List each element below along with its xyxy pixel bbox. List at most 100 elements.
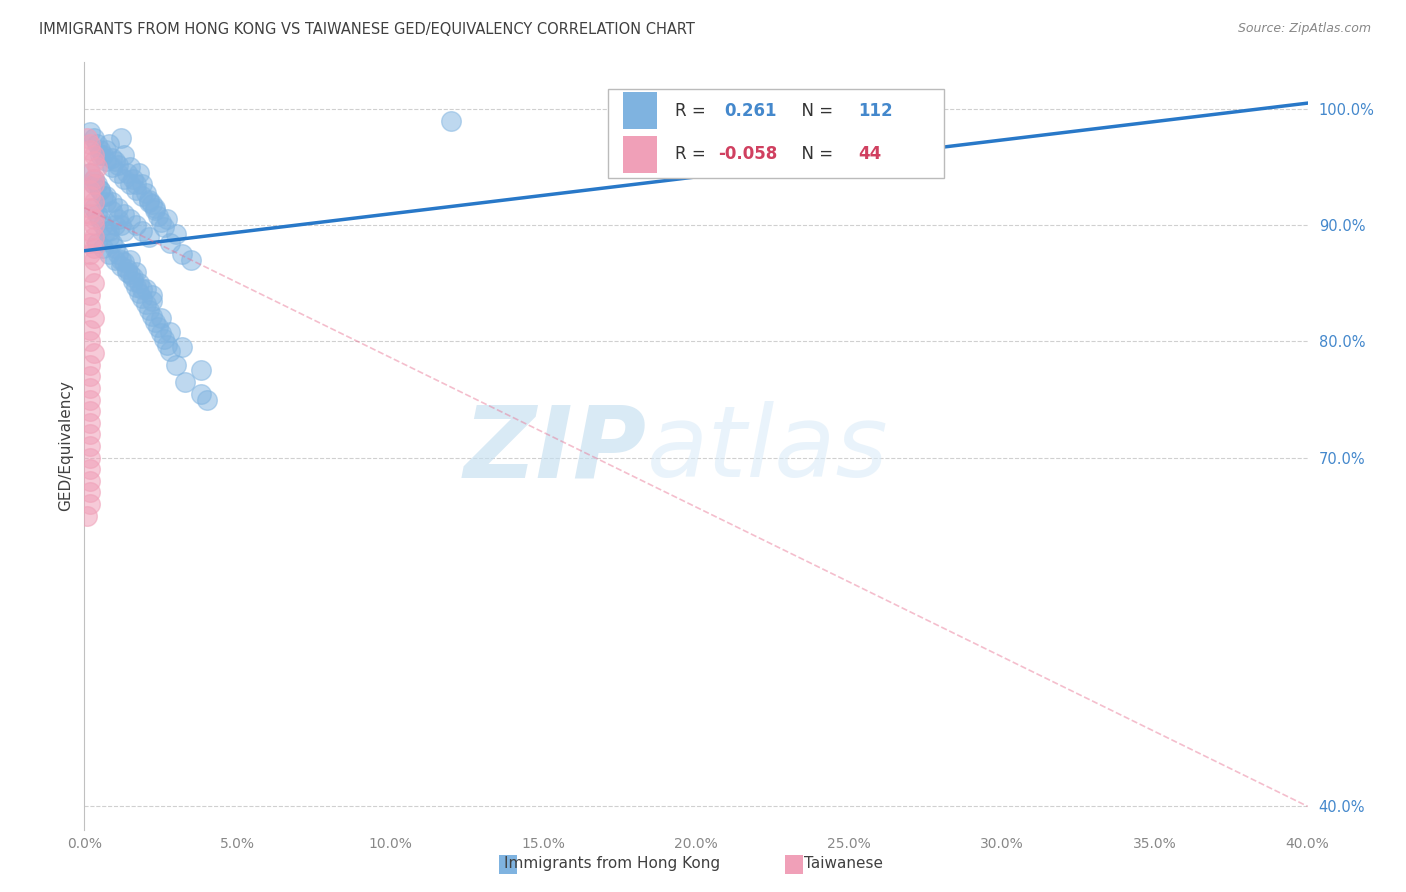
Point	[79, 235, 101, 250]
Point	[101, 194, 124, 209]
Point	[107, 166, 129, 180]
Point	[79, 404, 101, 418]
Point	[110, 259, 132, 273]
Point	[112, 148, 135, 162]
Point	[79, 206, 101, 220]
Point	[83, 241, 105, 255]
Point	[172, 340, 194, 354]
Point	[131, 224, 153, 238]
Point	[156, 338, 179, 352]
Point	[97, 229, 120, 244]
Point	[440, 113, 463, 128]
Point	[125, 218, 148, 232]
Point	[79, 166, 101, 180]
Point	[89, 183, 111, 197]
Point	[91, 218, 114, 232]
Point	[79, 439, 101, 453]
Point	[83, 194, 105, 209]
Point	[79, 497, 101, 511]
Point	[141, 293, 163, 308]
Point	[122, 274, 145, 288]
Point	[97, 247, 120, 261]
Point	[79, 485, 101, 500]
Point	[83, 253, 105, 268]
Point	[112, 224, 135, 238]
Point	[79, 189, 101, 203]
Point	[143, 315, 166, 329]
Point	[104, 218, 127, 232]
Point	[115, 166, 138, 180]
Point	[86, 136, 108, 151]
Point	[159, 235, 181, 250]
Point	[156, 212, 179, 227]
Point	[110, 218, 132, 232]
Point	[159, 325, 181, 339]
Point	[79, 381, 101, 395]
Point	[131, 282, 153, 296]
Point	[138, 303, 160, 318]
Point	[135, 186, 157, 200]
Point	[159, 343, 181, 358]
Point	[122, 171, 145, 186]
Point	[128, 285, 150, 300]
Point	[131, 189, 153, 203]
Text: N =: N =	[792, 145, 839, 163]
Text: N =: N =	[792, 102, 839, 120]
Point	[76, 131, 98, 145]
Point	[79, 323, 101, 337]
Point	[110, 131, 132, 145]
Point	[83, 131, 105, 145]
Point	[143, 202, 166, 217]
Point	[195, 392, 218, 407]
Point	[104, 154, 127, 169]
Point	[79, 288, 101, 302]
Point	[79, 183, 101, 197]
Point	[79, 143, 101, 157]
Point	[101, 160, 124, 174]
Point	[79, 136, 101, 151]
Text: 0.261: 0.261	[724, 102, 776, 120]
Point	[79, 369, 101, 384]
Text: 44: 44	[859, 145, 882, 163]
Point	[149, 215, 172, 229]
Point	[138, 229, 160, 244]
Point	[165, 358, 187, 372]
Point	[86, 160, 108, 174]
Point	[79, 265, 101, 279]
Point	[83, 201, 105, 215]
Point	[172, 247, 194, 261]
Point	[79, 358, 101, 372]
Point	[83, 218, 105, 232]
Point	[89, 143, 111, 157]
Point	[125, 265, 148, 279]
Point	[83, 148, 105, 162]
Point	[104, 253, 127, 268]
Point	[83, 178, 105, 192]
Point	[79, 416, 101, 430]
Point	[91, 148, 114, 162]
Point	[107, 247, 129, 261]
Point	[120, 178, 142, 192]
Point	[83, 346, 105, 360]
Point	[122, 270, 145, 285]
Point	[94, 224, 117, 238]
Point	[94, 143, 117, 157]
Point	[97, 224, 120, 238]
Point	[128, 166, 150, 180]
Point	[125, 178, 148, 192]
Text: Source: ZipAtlas.com: Source: ZipAtlas.com	[1237, 22, 1371, 36]
Point	[153, 220, 176, 235]
Point	[125, 279, 148, 293]
Point	[79, 450, 101, 465]
Point	[146, 320, 169, 334]
Point	[131, 292, 153, 306]
Point	[83, 311, 105, 326]
Text: R =: R =	[675, 145, 711, 163]
Point	[143, 201, 166, 215]
Point	[146, 209, 169, 223]
Point	[141, 197, 163, 211]
Point	[120, 160, 142, 174]
Point	[79, 392, 101, 407]
Point	[115, 262, 138, 277]
Point	[79, 300, 101, 314]
